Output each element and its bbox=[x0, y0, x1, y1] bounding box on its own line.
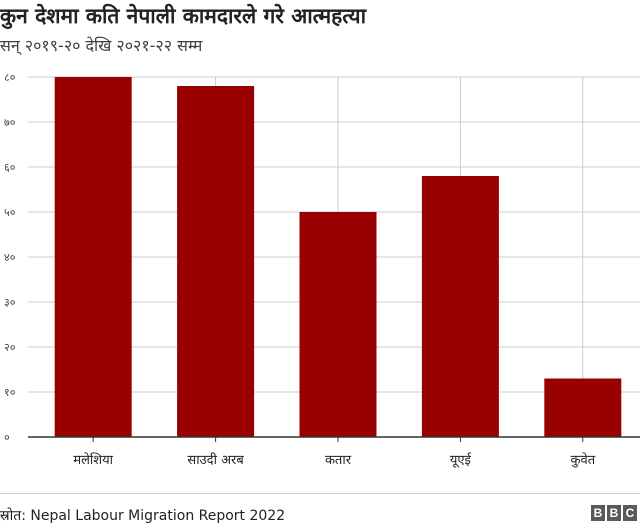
bar bbox=[177, 86, 255, 437]
chart-subtitle: सन् २०१९-२० देखि २०२१-२२ सम्म bbox=[0, 36, 203, 55]
x-category-label: यूएई bbox=[450, 452, 472, 468]
bar bbox=[54, 77, 132, 437]
y-tick-label: ८० bbox=[4, 71, 16, 84]
bar bbox=[544, 378, 622, 437]
y-tick-label: ३० bbox=[4, 296, 16, 309]
bar bbox=[299, 212, 377, 437]
bar-chart: ० १० २० ३० ४० ५० ६० ७० ८० मलेशिया साउदी अरब कतार यूए… bbox=[4, 71, 640, 468]
bbc-logo-letter: B bbox=[591, 505, 605, 521]
footer-divider bbox=[0, 493, 640, 494]
bar bbox=[421, 176, 499, 437]
x-category-label: मलेशिया bbox=[73, 452, 113, 468]
y-tick-label: ६० bbox=[4, 161, 16, 174]
x-category-label: कुवेत bbox=[570, 452, 595, 468]
y-tick-label: ४० bbox=[4, 251, 16, 264]
x-category-label: साउदी अरब bbox=[187, 452, 244, 468]
y-tick-label: ५० bbox=[4, 206, 16, 219]
bbc-logo-letter: C bbox=[623, 505, 637, 521]
y-tick-label: ० bbox=[4, 431, 10, 444]
source-note: स्रोत: Nepal Labour Migration Report 202… bbox=[0, 508, 286, 524]
y-tick-label: २० bbox=[4, 341, 16, 354]
bbc-logo: B B C bbox=[591, 505, 637, 521]
x-category-label: कतार bbox=[325, 453, 352, 468]
bbc-logo-letter: B bbox=[607, 505, 621, 521]
chart-title: कुन देशमा कति नेपाली कामदारले गरे आत्महत… bbox=[0, 4, 367, 28]
y-tick-label: ७० bbox=[4, 116, 16, 129]
y-tick-label: १० bbox=[4, 386, 16, 399]
